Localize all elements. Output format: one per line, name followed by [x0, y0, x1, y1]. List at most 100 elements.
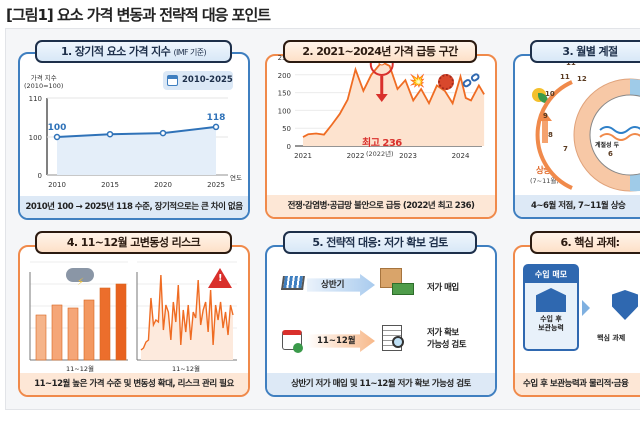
peak-label: 최고 236 [362, 138, 402, 149]
data-label: 100 [48, 123, 67, 133]
nov-dec-arrow: 11~12월 [307, 330, 375, 352]
x-tick-label: 2024 [452, 152, 470, 160]
ylabel-line1: 가격 지수 [30, 74, 57, 82]
calendar-icon [167, 75, 178, 86]
index-line-chart: 110 100 0 2010 2015 2020 2025 연도 100 118 [29, 95, 242, 189]
x-tick-label: 2022 [347, 152, 365, 160]
rise-arrow-shaft [542, 121, 548, 143]
data-label: 118 [207, 113, 226, 123]
card1-heading-text: 1. 장기적 요소 가격 지수 [60, 45, 171, 58]
card2-heading: 2. 2021~2024년 가격 급등 구간 [283, 40, 477, 63]
clock-month-label: 9 [543, 112, 548, 120]
area-fill [303, 61, 485, 146]
x-tick-label: 2015 [101, 181, 119, 189]
bar [83, 299, 95, 361]
period-badge-text: 2010-2025 [182, 75, 233, 85]
import-memo-box: 수입 매모 수입 후 보관능력 [523, 264, 579, 351]
rise-arrow-icon [538, 112, 552, 121]
series-line [302, 60, 485, 138]
low-price-purchase: 저가 매입 [427, 283, 459, 293]
clock-month-label: 10 [545, 90, 555, 98]
memo-title: 수입 매모 [525, 266, 577, 283]
bar [67, 307, 79, 361]
clock-center-label: 계절성 두 [595, 142, 620, 149]
x-axis-label: 연도 [230, 174, 242, 182]
warehouse-icon [536, 288, 566, 312]
card1-heading-note: (IMF 기준) [173, 48, 207, 57]
clock-month-label: 11 [560, 73, 570, 81]
shopping-cart-icon [281, 276, 305, 290]
card4-footer: 11~12월 높은 가격 수준 및 변동성 확대, 리스크 관리 필요 [20, 373, 248, 395]
peak-arrow-head [375, 93, 388, 102]
ylabel-line2: (2010=100) [24, 82, 64, 90]
y-tick-label: 0 [287, 143, 291, 151]
first-half-arrow: 상반기 [307, 274, 375, 296]
card3-footer: 4~6월 저점, 7~11월 상승 [515, 195, 640, 217]
warning-icon: ! [208, 268, 232, 288]
data-point [159, 129, 167, 137]
data-point [212, 123, 220, 131]
area-fill [57, 126, 216, 175]
bar-chart-xlabel: 11~12월 [66, 365, 94, 373]
clock-month-label: 12 [577, 75, 587, 83]
seasonal-clock [535, 78, 640, 192]
card2-footer: 전쟁·감염병·공급망 불안으로 급등 (2022년 최고 236) [267, 195, 495, 217]
y-tick-label: 110 [29, 95, 42, 103]
volatility-charts [29, 261, 237, 361]
arrow-icon [582, 300, 590, 316]
rise-label: 상승 [536, 166, 551, 176]
area-fill [141, 275, 233, 360]
x-tick-label: 2025 [207, 181, 225, 189]
y-tick-label: 50 [282, 125, 291, 133]
card1-footer: 2010년 100 → 2025년 118 수준, 장기적으로는 큰 차이 없음 [20, 196, 248, 218]
data-point [106, 130, 114, 138]
card4-heading: 4. 11~12월 고변동성 리스크 [35, 231, 232, 254]
rise-months: (7~11월) [530, 177, 559, 185]
card5-footer: 상반기 저가 매입 및 11~12월 저가 확보 가능성 검토 [267, 373, 495, 395]
clock-month-label: 7 [563, 145, 568, 153]
clock-month-label: 11 [566, 59, 576, 67]
rise-arc [535, 80, 573, 190]
card1-ylabel: 가격 지수 (2010=100) [24, 74, 63, 90]
y-tick-label: 0 [38, 172, 42, 180]
y-tick-label: 150 [278, 90, 291, 98]
x-tick-label: 2020 [154, 181, 172, 189]
memo-line1: 수입 후 [540, 315, 562, 323]
wave-icon [599, 126, 640, 134]
data-point [53, 133, 61, 141]
virus-icon [438, 74, 454, 90]
review-line2: 가능성 검토 [427, 340, 467, 350]
clock-face [589, 94, 640, 176]
clock-month-label: 6 [608, 150, 613, 158]
review-line1: 저가 확보 [427, 328, 459, 338]
x-tick-label: 2023 [399, 152, 417, 160]
memo-line2: 보관능력 [538, 324, 564, 332]
card6-footer: 수입 후 보관능력과 물리적·금융 [515, 373, 640, 395]
figure-title: [그림1] 요소 가격 변동과 전략적 대응 포인트 [6, 6, 271, 24]
series-line [140, 274, 234, 351]
bar [99, 287, 111, 361]
card3-heading: 3. 월별 계절 [530, 40, 640, 63]
storm-cloud-icon: ⚡ [66, 268, 94, 288]
card5-heading: 5. 전략적 대응: 저가 확보 검토 [283, 231, 477, 254]
card1-heading: 1. 장기적 요소 가격 지수 (IMF 기준) [35, 40, 232, 63]
line-chart-xlabel: 11~12월 [172, 365, 200, 373]
x-tick-label: 2010 [48, 181, 66, 189]
explosion-icon: 💥 [409, 74, 426, 89]
calendar-check-icon [282, 330, 303, 353]
shield-label: 핵심 과제 [597, 334, 626, 342]
sun-leaf-icon [532, 88, 548, 103]
bar [35, 314, 47, 361]
surge-area-chart: 0501001502002502021202220232024 [278, 51, 485, 160]
series-line [56, 125, 217, 138]
y-tick-label: 100 [29, 134, 42, 142]
period-badge: 2010-2025 [163, 71, 233, 90]
memo-text: 수입 후 보관능력 [525, 315, 577, 333]
bar [115, 283, 127, 361]
wave-icon-2 [599, 133, 640, 141]
cash-icon [392, 283, 414, 295]
document-search-icon [382, 325, 404, 351]
y-tick-label: 200 [278, 72, 291, 80]
y-tick-label: 100 [278, 107, 291, 115]
